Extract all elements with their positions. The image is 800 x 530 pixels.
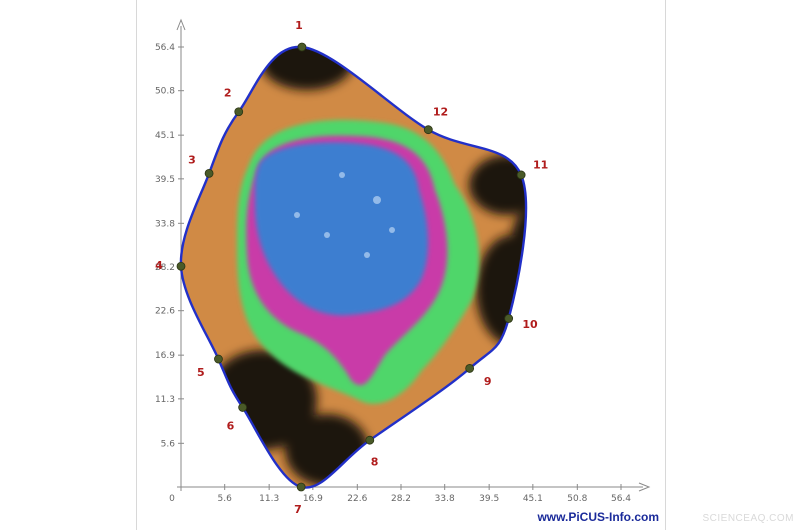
x-tick-label: 39.5 [479,494,499,504]
sensor-point [234,107,244,117]
y-tick-label: 11.3 [155,395,175,405]
x-tick-label: 22.6 [347,494,367,504]
sensor-point [238,403,248,412]
x-tick-label: 11.3 [259,494,279,504]
y-tick-label: 5.6 [161,439,176,449]
cavity-zone [254,142,428,316]
y-tick-label: 45.1 [155,131,175,141]
sensor-point [465,364,475,373]
measurement-label: 3 [188,154,196,167]
y-axis-arrow [176,18,186,31]
y-tick-label: 22.6 [155,307,175,317]
tomogram-plot: 0 5.6 11.3 16.9 22.6 28.2 33.8 39.5 45.1 50.8 56.4… [155,18,651,516]
x-tick-label: 0 [169,494,175,504]
sensor-point [176,261,186,271]
measurement-label: 4 [155,259,163,272]
sensor-point [365,435,375,445]
measurement-label: 8 [371,456,379,469]
x-tick-label: 5.6 [218,494,233,504]
sensor-point [423,125,433,135]
measurement-label: 7 [294,503,302,516]
chart-panel: 0 5.6 11.3 16.9 22.6 28.2 33.8 39.5 45.1 50.8 56.4… [136,0,666,530]
measurement-label: 6 [227,420,235,433]
y-tick-label: 16.9 [155,351,175,361]
measurement-label: 1 [295,19,303,32]
measurement-label: 2 [224,87,232,100]
x-tick-label: 45.1 [523,494,543,504]
y-tick-label: 56.4 [155,43,175,53]
x-tick-label: 50.8 [567,494,587,504]
x-tick-label: 28.2 [391,494,411,504]
sensor-point [516,170,526,180]
x-axis-arrow [638,482,651,492]
y-tick-label: 33.8 [155,219,175,229]
measurement-label: 5 [197,366,205,379]
y-tick-label: 28.2 [155,263,175,273]
measurement-label: 11 [533,159,548,172]
x-tick-label: 56.4 [611,494,631,504]
measurement-label: 9 [484,375,492,388]
credit-text[interactable]: www.PiCUS-Info.com [537,510,659,524]
x-tick-label: 16.9 [303,494,323,504]
tomogram-image [180,46,527,488]
axes: 0 5.6 11.3 16.9 22.6 28.2 33.8 39.5 45.1 50.8 56.4… [155,18,651,504]
y-tick-label: 39.5 [155,175,175,185]
sensor-points [176,42,526,492]
sensor-point [214,354,223,364]
measurement-label: 12 [433,105,448,118]
measurement-label: 10 [522,318,538,331]
sensor-point [297,42,307,52]
sensor-point [504,314,514,323]
x-tick-label: 33.8 [435,494,455,504]
y-tick-label: 50.8 [155,87,175,97]
watermark: SCIENCEAQ.COM [702,513,794,524]
sensor-point [296,482,306,492]
sensor-point [204,168,214,178]
